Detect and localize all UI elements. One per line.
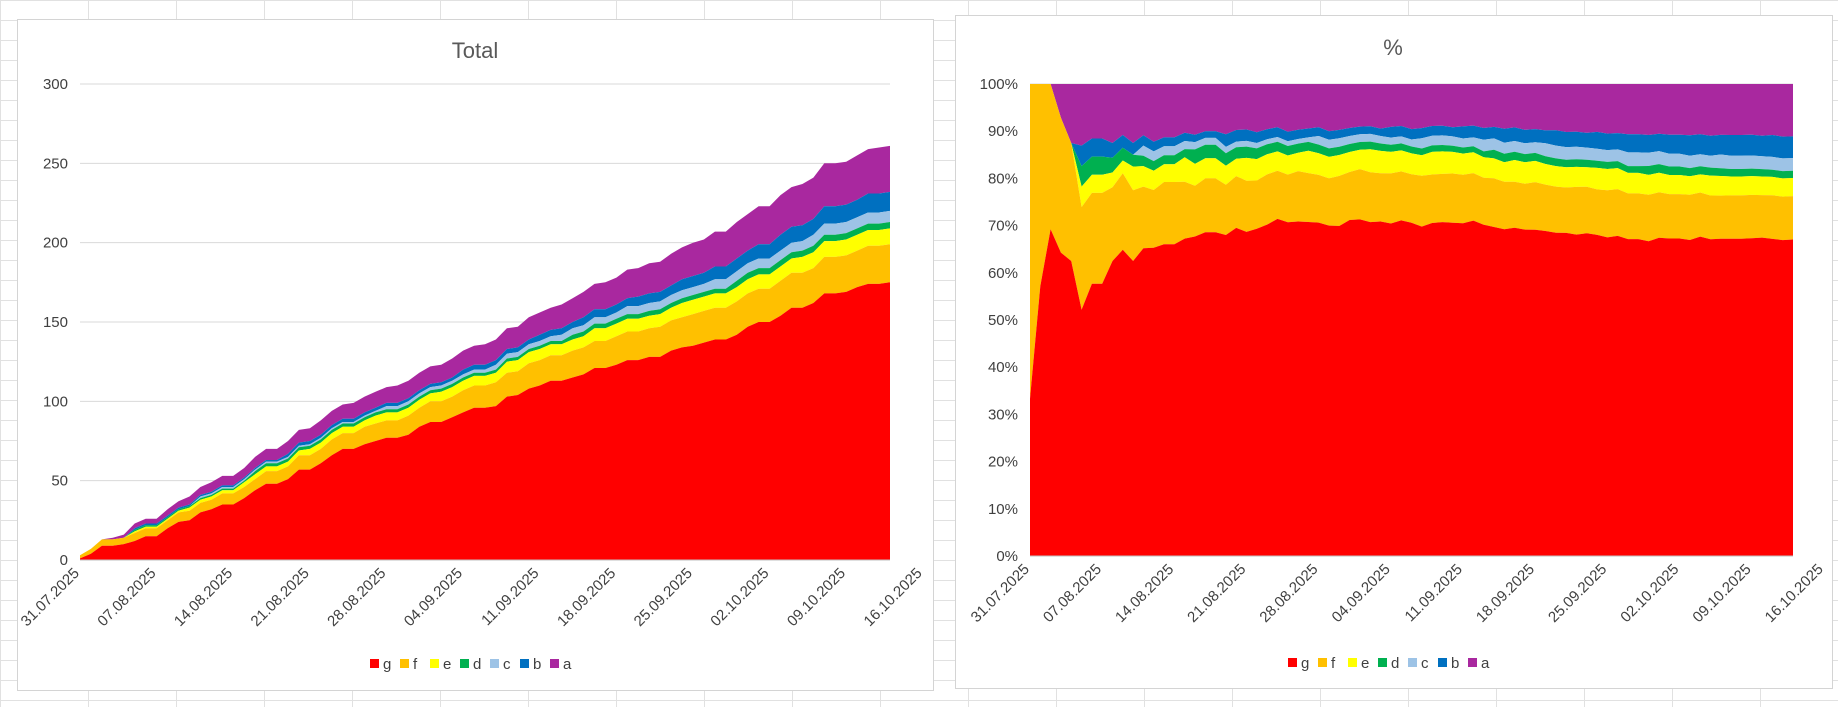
legend-swatch bbox=[1348, 658, 1357, 667]
percent-chart-canvas: % 0% 10% 20% 30% 40% 50% 60% 70% 80% 90% 100% 31.07.… bbox=[968, 35, 1827, 672]
y-tick-label: 30% bbox=[988, 406, 1018, 423]
legend-label: b bbox=[1451, 655, 1459, 672]
legend-swatch bbox=[400, 659, 409, 668]
legend-label: a bbox=[563, 656, 572, 673]
y-tick-label: 250 bbox=[43, 155, 68, 172]
x-tick-label: 04.09.2025 bbox=[401, 565, 466, 630]
x-tick-label: 04.09.2025 bbox=[1329, 561, 1394, 626]
x-tick-label: 14.08.2025 bbox=[171, 565, 236, 630]
y-tick-label: 200 bbox=[43, 235, 68, 252]
legend-swatch bbox=[1378, 658, 1387, 667]
legend-label: d bbox=[473, 656, 481, 673]
area-series-d bbox=[1030, 84, 1793, 187]
x-tick-label: 11.09.2025 bbox=[478, 565, 542, 629]
x-tick-label: 18.09.2025 bbox=[554, 565, 619, 630]
legend-swatch bbox=[460, 659, 469, 668]
area-series-g bbox=[80, 282, 890, 560]
y-tick-label: 150 bbox=[43, 314, 68, 331]
total-chart-canvas: Total 0 50 100 150 200 250 300 31.07.2025 07.08.2… bbox=[18, 38, 926, 673]
legend-label: b bbox=[533, 656, 541, 673]
y-tick-label: 100% bbox=[980, 76, 1018, 93]
y-tick-label: 10% bbox=[988, 501, 1018, 518]
area-series-a bbox=[1030, 84, 1793, 146]
legend-swatch bbox=[370, 659, 379, 668]
x-tick-label: 28.08.2025 bbox=[324, 565, 389, 630]
x-tick-label: 16.10.2025 bbox=[861, 565, 926, 630]
y-tick-label: 50 bbox=[51, 473, 68, 490]
x-tick-label: 25.09.2025 bbox=[631, 565, 696, 630]
legend-swatch bbox=[1288, 658, 1297, 667]
y-tick-label: 50% bbox=[988, 312, 1018, 329]
x-tick-label: 21.08.2025 bbox=[248, 565, 313, 630]
x-tick-label: 31.07.2025 bbox=[18, 565, 83, 630]
legend-label: d bbox=[1391, 655, 1399, 672]
legend-swatch bbox=[550, 659, 559, 668]
x-tick-label: 02.10.2025 bbox=[707, 565, 772, 630]
area-series-b bbox=[80, 191, 890, 556]
x-tick-label: 28.08.2025 bbox=[1256, 561, 1321, 626]
chart-title: % bbox=[1383, 35, 1403, 60]
area-series-e bbox=[80, 228, 890, 556]
area-series-c bbox=[1030, 84, 1793, 172]
legend-label: e bbox=[443, 656, 451, 673]
x-tick-label: 07.08.2025 bbox=[1040, 561, 1105, 626]
legend-swatch bbox=[1408, 658, 1417, 667]
legend-label: e bbox=[1361, 655, 1369, 672]
x-tick-label: 18.09.2025 bbox=[1473, 561, 1538, 626]
legend-label: c bbox=[503, 656, 511, 673]
y-tick-label: 0% bbox=[996, 548, 1018, 565]
x-tick-label: 11.09.2025 bbox=[1402, 561, 1466, 625]
x-tick-label: 07.08.2025 bbox=[94, 565, 159, 630]
percent-chart: % 0% 10% 20% 30% 40% 50% 60% 70% 80% 90% 100% 31.07.… bbox=[955, 15, 1833, 689]
x-tick-label: 25.09.2025 bbox=[1545, 561, 1610, 626]
legend-label: c bbox=[1421, 655, 1429, 672]
y-tick-label: 60% bbox=[988, 265, 1018, 282]
legend-label: f bbox=[1331, 655, 1336, 672]
total-chart: Total 0 50 100 150 200 250 300 31.07.2025 07.08.2… bbox=[17, 19, 934, 691]
legend-label: g bbox=[383, 656, 391, 673]
legend-label: a bbox=[1481, 655, 1490, 672]
legend-swatch bbox=[1468, 658, 1477, 667]
x-tick-label: 09.10.2025 bbox=[784, 565, 849, 630]
y-tick-label: 80% bbox=[988, 170, 1018, 187]
y-tick-label: 40% bbox=[988, 359, 1018, 376]
legend-swatch bbox=[1318, 658, 1327, 667]
y-tick-label: 70% bbox=[988, 218, 1018, 235]
legend-swatch bbox=[1438, 658, 1447, 667]
chart-title: Total bbox=[452, 38, 498, 63]
area-series-c bbox=[80, 210, 890, 556]
area-series-g bbox=[1030, 218, 1793, 556]
legend-swatch bbox=[430, 659, 439, 668]
x-tick-label: 16.10.2025 bbox=[1762, 561, 1827, 626]
x-tick-label: 21.08.2025 bbox=[1184, 561, 1249, 626]
x-tick-label: 31.07.2025 bbox=[968, 561, 1033, 626]
y-tick-label: 0 bbox=[60, 552, 68, 569]
legend-label: g bbox=[1301, 655, 1309, 672]
legend-swatch bbox=[520, 659, 529, 668]
x-tick-label: 02.10.2025 bbox=[1617, 561, 1682, 626]
legend-swatch bbox=[490, 659, 499, 668]
x-tick-label: 09.10.2025 bbox=[1689, 561, 1754, 626]
area-series-e bbox=[1030, 84, 1793, 208]
x-tick-label: 14.08.2025 bbox=[1112, 561, 1177, 626]
y-tick-label: 90% bbox=[988, 123, 1018, 140]
legend-label: f bbox=[413, 656, 418, 673]
area-series-b bbox=[1030, 84, 1793, 167]
area-series-f bbox=[80, 244, 890, 559]
y-tick-label: 20% bbox=[988, 454, 1018, 471]
area-series-a bbox=[80, 145, 890, 556]
y-tick-label: 100 bbox=[43, 393, 68, 410]
y-tick-label: 300 bbox=[43, 76, 68, 93]
